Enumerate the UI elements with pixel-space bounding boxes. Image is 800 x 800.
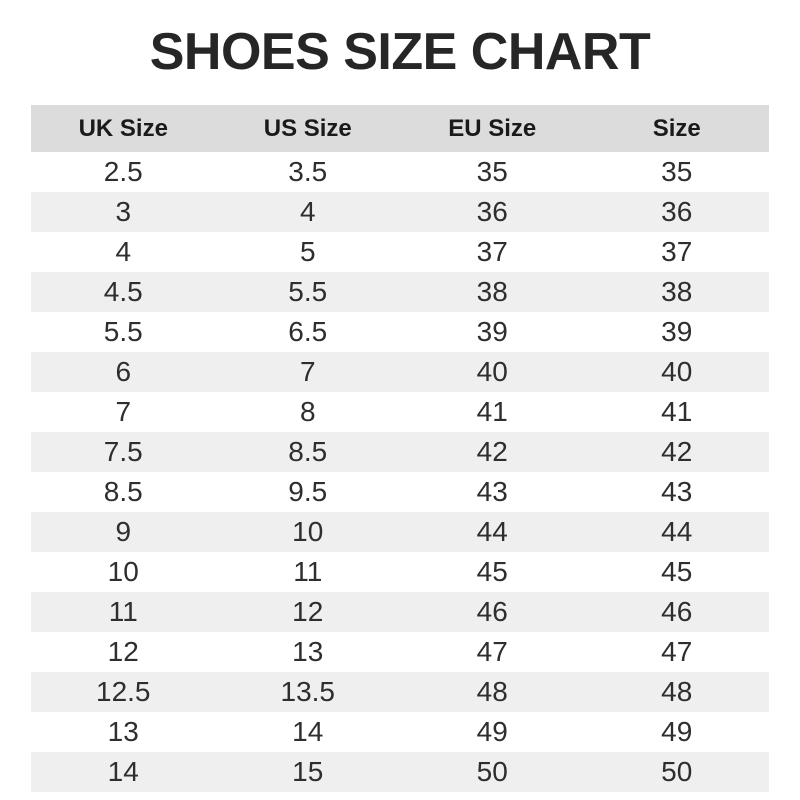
table-cell: 45 [476,556,508,587]
table-row: 3 4 36 36 [31,192,769,232]
table-cell: 5 [299,236,316,267]
table-cell: 8.5 [288,436,328,467]
table-cell: 39 [661,316,693,347]
table-cell: 36 [476,196,508,227]
table-cell: 5.5 [103,316,143,347]
table-header-row: UK Size US Size EU Size Size [31,105,769,152]
table-cell: 13 [292,636,324,667]
table-cell: 47 [476,636,508,667]
size-chart-table: UK Size US Size EU Size Size 2.5 3.5 35 35 3… [31,105,769,792]
table-cell: 9 [115,516,132,547]
table-cell: 14 [292,716,324,747]
table-row: 11 12 46 46 [31,592,769,632]
table-row: 8.5 9.5 43 43 [31,472,769,512]
table-cell: 7 [299,356,316,387]
table-cell: 38 [661,276,693,307]
table-cell: 47 [661,636,693,667]
table-cell: 41 [476,396,508,427]
table-cell: 3.5 [288,156,328,187]
table-cell: 6.5 [288,316,328,347]
table-cell: 7 [115,396,132,427]
table-cell: 37 [661,236,693,267]
table-cell: 3 [115,196,132,227]
table-row: 10 11 45 45 [31,552,769,592]
table-cell: 43 [661,476,693,507]
table-cell: 40 [476,356,508,387]
table-cell: 12 [292,596,324,627]
table-row: 4 5 37 37 [31,232,769,272]
table-cell: 37 [476,236,508,267]
table-cell: 38 [476,276,508,307]
column-header-us-size: US Size [263,114,352,142]
table-body: 2.5 3.5 35 35 3 4 36 36 4 5 37 37 4.5 5.5 38 38 5.5 6.5 39… [31,152,769,792]
column-header-uk-size: UK Size [78,114,168,142]
table-cell: 45 [661,556,693,587]
table-cell: 48 [476,676,508,707]
table-cell: 6 [115,356,132,387]
table-cell: 48 [661,676,693,707]
table-row: 14 15 50 50 [31,752,769,792]
table-cell: 14 [107,756,139,787]
table-cell: 8.5 [103,476,143,507]
table-cell: 50 [476,756,508,787]
column-header-eu-size: EU Size [448,114,537,142]
table-cell: 2.5 [103,156,143,187]
table-row: 5.5 6.5 39 39 [31,312,769,352]
table-cell: 9.5 [288,476,328,507]
table-cell: 41 [661,396,693,427]
table-cell: 43 [476,476,508,507]
table-cell: 44 [476,516,508,547]
table-row: 13 14 49 49 [31,712,769,752]
table-cell: 49 [661,716,693,747]
table-cell: 4 [299,196,316,227]
table-row: 9 10 44 44 [31,512,769,552]
page-title: SHOES SIZE CHART [149,23,651,81]
table-cell: 35 [661,156,693,187]
table-cell: 5.5 [288,276,328,307]
table-cell: 44 [661,516,693,547]
table-cell: 40 [661,356,693,387]
table-cell: 4 [115,236,132,267]
table-cell: 4.5 [103,276,143,307]
table-cell: 10 [107,556,139,587]
table-cell: 12 [107,636,139,667]
table-cell: 15 [292,756,324,787]
table-cell: 13 [107,716,139,747]
table-row: 2.5 3.5 35 35 [31,152,769,192]
table-cell: 35 [476,156,508,187]
table-cell: 50 [661,756,693,787]
table-cell: 7.5 [103,436,143,467]
table-cell: 42 [476,436,508,467]
table-cell: 42 [661,436,693,467]
table-cell: 39 [476,316,508,347]
column-header-size: Size [652,114,701,142]
table-row: 6 7 40 40 [31,352,769,392]
table-cell: 11 [108,596,138,627]
table-row: 7.5 8.5 42 42 [31,432,769,472]
table-row: 4.5 5.5 38 38 [31,272,769,312]
table-cell: 46 [476,596,508,627]
table-cell: 49 [476,716,508,747]
table-row: 7 8 41 41 [31,392,769,432]
table-cell: 11 [293,556,323,587]
table-row: 12 13 47 47 [31,632,769,672]
table-cell: 10 [292,516,324,547]
table-cell: 8 [299,396,316,427]
table-cell: 46 [661,596,693,627]
table-cell: 36 [661,196,693,227]
table-row: 12.5 13.5 48 48 [31,672,769,712]
table-cell: 12.5 [96,676,151,707]
table-cell: 13.5 [280,676,336,707]
